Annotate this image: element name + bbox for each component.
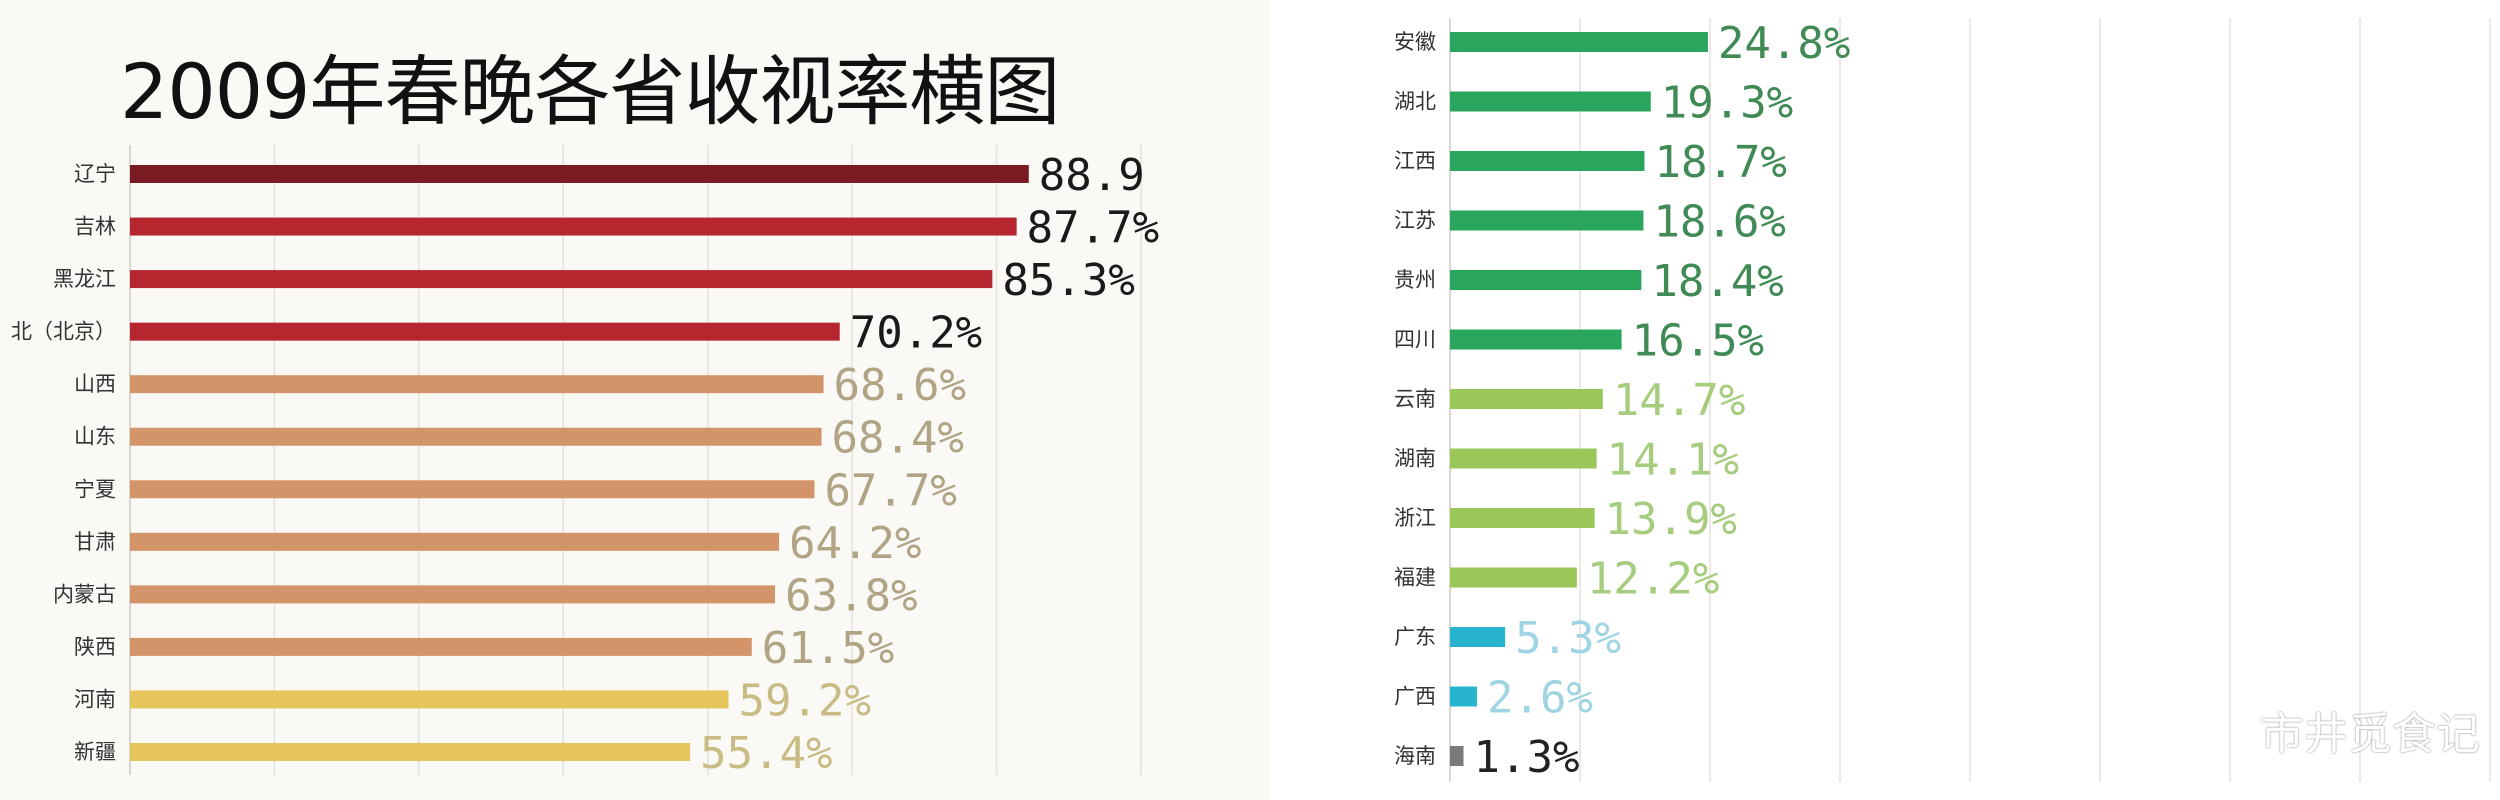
bar-12 — [1450, 686, 1478, 707]
value-label: 18.6% — [1653, 197, 1785, 248]
value-label: 61.5% — [762, 623, 894, 674]
bar-4 — [130, 322, 840, 341]
category-label: 黑龙江 — [53, 267, 116, 291]
value-label: 24.8% — [1718, 18, 1850, 69]
category-label: 四川 — [1394, 328, 1436, 352]
category-label: 云南 — [1394, 387, 1436, 411]
watermark-text: 市井觅食记 — [2260, 709, 2480, 760]
category-label: 甘肃 — [74, 530, 116, 554]
bar-7 — [130, 480, 815, 499]
left-chart-panel: 2009年春晚各省收视率横图 辽宁 88.9 吉林 87.7% 黑龙江 85.3% 北（北京… — [11, 47, 1160, 779]
value-label: 2.6% — [1487, 673, 1593, 724]
bar-13 — [1450, 746, 1464, 766]
right-chart-panel: 安徽 24.8% 湖北 19.3% 江西 18.7% 江苏 18.6% 贵州 18.4% 四川 16.… — [1330, 0, 2500, 800]
category-label: 湖南 — [1394, 447, 1436, 471]
value-label: 64.2% — [789, 518, 921, 569]
bar-3 — [130, 270, 993, 289]
category-label: 山东 — [74, 425, 116, 449]
value-label: 68.6% — [834, 360, 966, 411]
value-label: 59.2% — [739, 675, 871, 726]
bar-12 — [130, 743, 691, 761]
value-label: 19.3% — [1661, 78, 1793, 129]
category-label: 广西 — [1394, 685, 1436, 709]
category-label: 海南 — [1394, 744, 1436, 768]
bar-10 — [130, 637, 752, 656]
value-label: 18.7% — [1654, 137, 1786, 188]
category-label: 陕西 — [74, 635, 116, 659]
bar-10 — [1450, 567, 1577, 588]
bar-4 — [1450, 210, 1644, 231]
category-label: 湖北 — [1394, 90, 1436, 114]
bar-8 — [1450, 448, 1597, 469]
bar-11 — [1450, 627, 1506, 647]
bar-9 — [130, 585, 776, 604]
category-label: 广东 — [1394, 625, 1436, 649]
value-label: 14.1% — [1607, 435, 1739, 486]
bar-1 — [130, 165, 1029, 183]
bar-6 — [1450, 329, 1622, 350]
value-label: 1.3% — [1474, 732, 1580, 783]
category-label: 江苏 — [1394, 209, 1436, 233]
value-label: 87.7% — [1027, 203, 1159, 254]
category-label: 江西 — [1394, 149, 1436, 173]
value-label: 63.8% — [785, 570, 917, 621]
category-label: 安徽 — [1394, 30, 1436, 54]
category-label: 北（北京） — [11, 320, 116, 344]
value-label: 67.7% — [824, 465, 956, 516]
value-label: 85.3% — [1002, 255, 1134, 306]
bar-2 — [130, 217, 1017, 236]
value-label: 68.4% — [832, 413, 964, 464]
value-label: 88.9 — [1039, 150, 1145, 201]
category-label: 贵州 — [1394, 268, 1436, 292]
value-label: 13.9% — [1605, 494, 1737, 545]
bar-6 — [130, 427, 822, 446]
category-label: 新疆 — [74, 740, 116, 764]
value-label: 14.7% — [1613, 375, 1745, 426]
right-bar-chart: 安徽 24.8% 湖北 19.3% 江西 18.7% 江苏 18.6% 贵州 18.4% 四川 16.… — [1394, 18, 2491, 783]
bar-1 — [1450, 32, 1708, 52]
category-label: 吉林 — [74, 215, 116, 239]
bar-11 — [130, 690, 729, 709]
category-label: 辽宁 — [74, 162, 116, 186]
bar-5 — [130, 375, 824, 394]
value-label: 5.3% — [1515, 613, 1621, 664]
bar-3 — [1450, 151, 1645, 171]
value-label: 55.4% — [700, 728, 832, 779]
chart-title: 2009年春晚各省收视率横图 — [120, 47, 1060, 136]
category-label: 浙江 — [1394, 506, 1436, 530]
left-bar-chart: 辽宁 88.9 吉林 87.7% 黑龙江 85.3% 北（北京） 70.2% 山西 68.6% 山东… — [11, 145, 1159, 779]
value-label: 16.5% — [1632, 316, 1764, 367]
category-label: 山西 — [74, 372, 116, 396]
category-label: 内蒙古 — [53, 582, 116, 606]
category-label: 河南 — [74, 687, 116, 711]
bar-2 — [1450, 91, 1651, 112]
category-label: 宁夏 — [74, 477, 116, 501]
bar-9 — [1450, 508, 1595, 528]
category-label: 福建 — [1394, 566, 1436, 590]
bar-7 — [1450, 389, 1603, 409]
value-label: 18.4% — [1651, 256, 1783, 307]
bar-8 — [130, 532, 780, 551]
value-label: 12.2% — [1587, 554, 1719, 605]
value-label: 70.2% — [850, 308, 982, 359]
bar-5 — [1450, 270, 1642, 290]
